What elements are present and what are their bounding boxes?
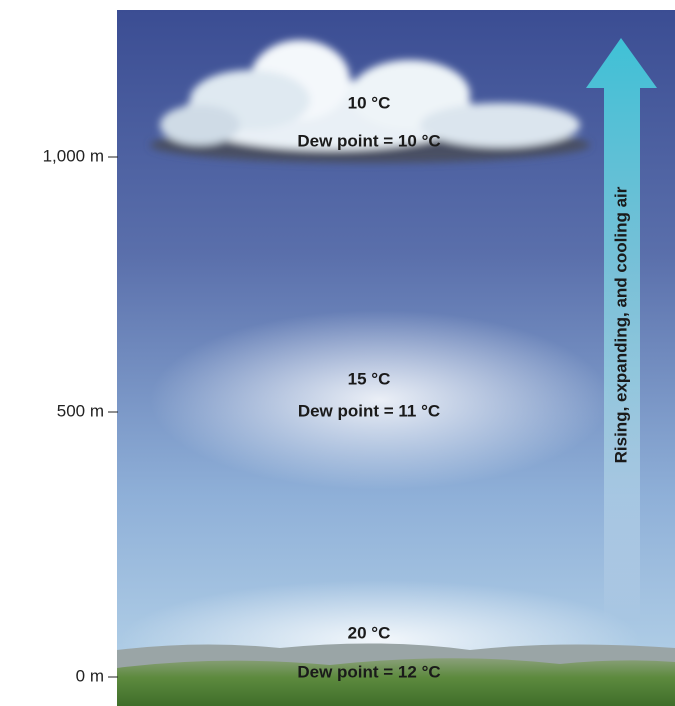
altitude-label: 500 m <box>57 401 104 420</box>
arrow-label: Rising, expanding, and cooling air <box>611 186 630 463</box>
dew-point: Dew point = 11 °C <box>298 401 440 420</box>
altitude-label: 0 m <box>76 666 104 685</box>
temperature: 20 °C <box>348 623 391 642</box>
altitude-ticks: 1,000 m 500 m 0 m <box>43 146 118 685</box>
temperature: 15 °C <box>348 369 391 388</box>
diagram: Rising, expanding, and cooling air 1,000… <box>0 0 675 706</box>
temperature: 10 °C <box>348 93 391 112</box>
altitude-label: 1,000 m <box>43 146 104 165</box>
dew-point: Dew point = 10 °C <box>297 131 440 150</box>
dew-point: Dew point = 12 °C <box>297 662 440 681</box>
